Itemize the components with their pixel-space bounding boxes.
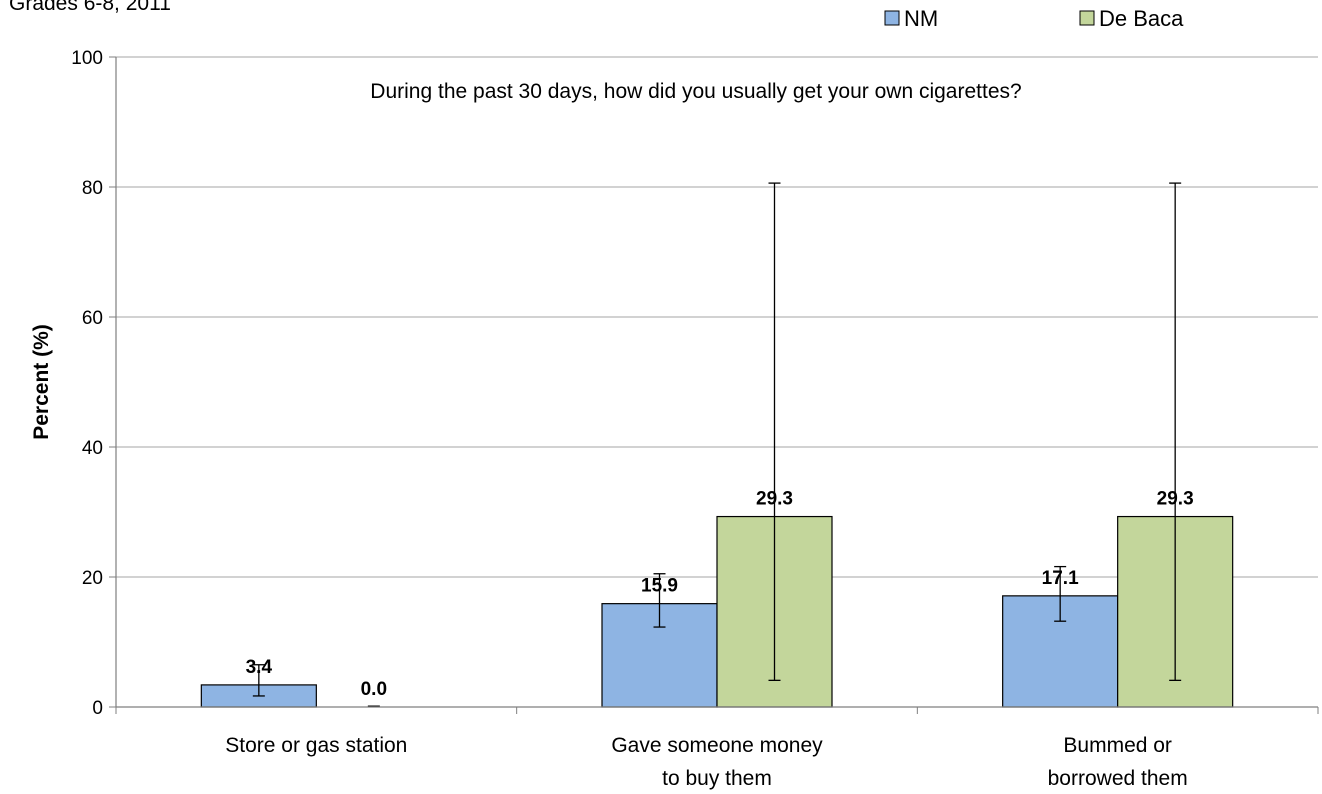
chart-header-text: Grades 6-8, 2011 [9, 0, 171, 15]
labels: 0 20 40 60 80 100 3.4 15.9 17.1 0.0 29.3 29.3 Store … [71, 48, 1193, 790]
y-tick-label: 40 [82, 438, 103, 459]
data-label: 29.3 [756, 489, 793, 510]
data-label: 0.0 [361, 679, 387, 700]
x-tick-label: Store or gas station [225, 734, 407, 757]
error-bar [1169, 182, 1182, 681]
error-bar [252, 664, 265, 697]
y-tick-label: 80 [82, 178, 103, 199]
bars [200, 182, 1234, 708]
axes [109, 56, 1319, 714]
error-bar [1054, 565, 1067, 622]
legend-item: De Baca [1079, 6, 1184, 31]
chart-annotation: During the past 30 days, how did you usu… [370, 80, 1021, 103]
data-label: 17.1 [1042, 568, 1079, 589]
error-bar [653, 573, 666, 628]
data-label: 29.3 [1157, 489, 1194, 510]
x-tick-label: Gave someone money to buy them [611, 734, 823, 790]
y-tick-label: 0 [92, 698, 103, 719]
error-bar [768, 182, 781, 681]
legend-label: De Baca [1099, 6, 1184, 31]
gridlines [116, 56, 1318, 578]
y-tick-label: 100 [71, 48, 103, 69]
y-axis-title: Percent (%) [30, 324, 53, 440]
x-tick-label: Bummed or borrowed them [1048, 734, 1188, 790]
data-label: 3.4 [246, 657, 273, 678]
legend-item: NM [884, 6, 938, 31]
legend-swatch [1079, 10, 1095, 26]
y-tick-label: 60 [82, 308, 103, 329]
legend-swatch [884, 10, 900, 26]
legend-label: NM [904, 6, 938, 31]
data-label: 15.9 [641, 576, 678, 597]
y-tick-label: 20 [82, 568, 103, 589]
legend: NM De Baca [884, 6, 1184, 31]
